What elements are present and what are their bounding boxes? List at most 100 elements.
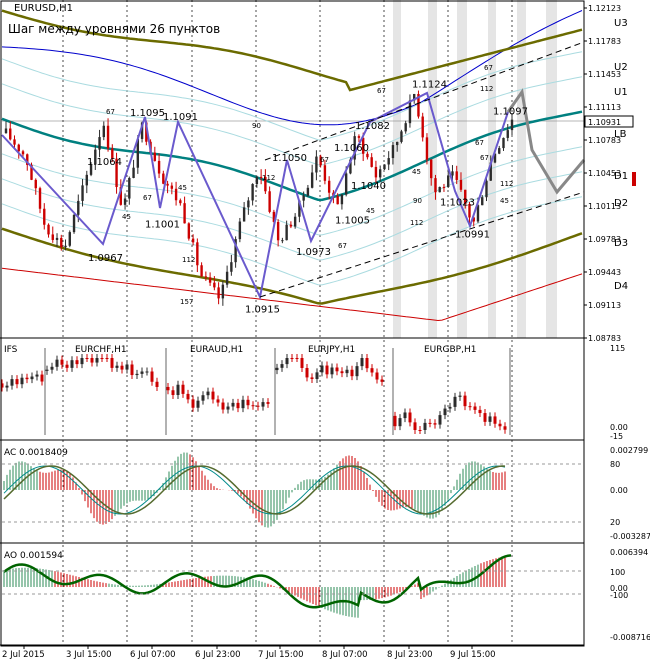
trend-line-lower <box>259 191 585 298</box>
swing-label: 1.1060 <box>334 143 369 154</box>
candle-body <box>302 195 305 201</box>
candle-body <box>374 166 378 178</box>
bar-count-label: 45 <box>366 207 375 215</box>
ifs-candle <box>191 399 195 408</box>
candle-body <box>17 144 20 152</box>
ao-title: AO 0.001594 <box>4 551 63 561</box>
time-tick-label: 9 Jul 15:00 <box>450 650 496 660</box>
ifs-candle <box>438 415 442 425</box>
ifs-candle <box>300 358 304 368</box>
candle-body <box>276 221 280 241</box>
ifs-candle <box>216 399 220 403</box>
candle-body <box>30 164 33 180</box>
candle-body <box>140 122 144 139</box>
candle-body <box>353 136 356 160</box>
candle-body <box>77 200 80 215</box>
candle-body <box>310 172 314 188</box>
candle-body <box>366 153 369 158</box>
price-tick-label: 1.10113 <box>588 202 621 211</box>
bar-count-label: 45 <box>122 213 131 221</box>
candle-body <box>13 139 16 145</box>
candle-body <box>417 93 420 117</box>
swing-label: 1.1082 <box>355 121 390 132</box>
ac-title: AC 0.0018409 <box>4 448 68 458</box>
time-tick-label: 6 Jul 23:00 <box>195 650 241 660</box>
price-tick-label: 1.12123 <box>588 4 621 13</box>
candle-body <box>506 130 509 138</box>
candle-body <box>81 185 84 201</box>
level-step-note: Шаг между уровнями 26 пунктов <box>8 22 221 36</box>
ifs-candle <box>365 358 369 369</box>
candle-body <box>170 185 174 189</box>
bar-count-label: 45 <box>412 168 421 176</box>
ifs-candle <box>211 391 215 400</box>
forecast-path <box>506 88 586 195</box>
candle-body <box>94 149 97 165</box>
ifs-candle <box>315 372 319 380</box>
ifs-pair-label: EURAUD,H1 <box>190 345 243 355</box>
candle-body <box>395 141 399 146</box>
ifs-candle <box>90 358 94 363</box>
ifs-candle <box>275 367 279 371</box>
candle-body <box>319 156 322 166</box>
ifs-candle <box>423 422 427 430</box>
ifs-candle <box>236 402 240 409</box>
candle-body <box>43 208 46 225</box>
level-label-U3: U3 <box>614 18 628 29</box>
ao-panel <box>2 554 584 618</box>
candle-body <box>34 179 37 189</box>
ifs-candle <box>40 374 44 382</box>
ifs-candle <box>226 406 230 410</box>
ifs-candle <box>231 402 235 407</box>
candle-body <box>89 164 93 175</box>
bar-count-label: 112 <box>262 174 275 182</box>
bar-count-label: 90 <box>252 122 261 130</box>
level-label-D1: D1 <box>614 171 628 182</box>
candle-body <box>174 188 178 201</box>
swing-label: 1.1001 <box>145 219 180 230</box>
candle-body <box>102 125 105 138</box>
ac-signal-olive <box>3 465 506 515</box>
swing-label: 1.0973 <box>296 247 331 258</box>
swing-label: 1.1005 <box>335 215 370 226</box>
candle-body <box>315 156 318 173</box>
candle-body <box>38 188 42 209</box>
candle-body <box>306 187 310 196</box>
candle-body <box>272 211 276 222</box>
time-tick-label: 8 Jul 07:00 <box>322 650 368 660</box>
candle-body <box>251 184 254 201</box>
candle-body <box>413 93 416 101</box>
ifs-candle <box>330 367 334 375</box>
ifs-candle <box>340 371 344 374</box>
forecast-shade-band <box>428 0 437 338</box>
envelope-u3-olive <box>1 9 583 92</box>
ifs-candle <box>221 402 225 410</box>
candle-body <box>21 151 25 155</box>
ac-axis-label: 20 <box>610 518 620 527</box>
ifs-candle <box>285 358 289 365</box>
envelope-upper-blue <box>1 10 583 126</box>
candle-body <box>26 154 29 165</box>
ifs-candle <box>463 395 467 407</box>
candle-body <box>221 284 225 299</box>
ifs-candle <box>433 423 437 425</box>
ac-panel <box>2 452 584 528</box>
candle-body <box>464 189 467 204</box>
price-tick-label: 1.11783 <box>588 37 621 46</box>
ifs-pair-label: EURCHF,H1 <box>75 345 127 355</box>
ifs-candle <box>428 422 432 424</box>
ifs-candle <box>468 406 472 408</box>
candle-body <box>455 171 458 180</box>
price-marker <box>632 172 636 186</box>
bar-count-label: 90 <box>413 197 422 205</box>
ifs-candle <box>95 358 99 363</box>
candle-body <box>498 148 501 154</box>
price-tick-label: 1.08783 <box>588 334 621 343</box>
candle-body <box>264 176 267 192</box>
candle-body <box>434 178 437 193</box>
candle-body <box>128 177 131 199</box>
ifs-candle <box>176 384 180 396</box>
candle-body <box>344 173 348 195</box>
ac-signal-teal <box>3 465 506 515</box>
ifs-candle <box>375 372 379 380</box>
